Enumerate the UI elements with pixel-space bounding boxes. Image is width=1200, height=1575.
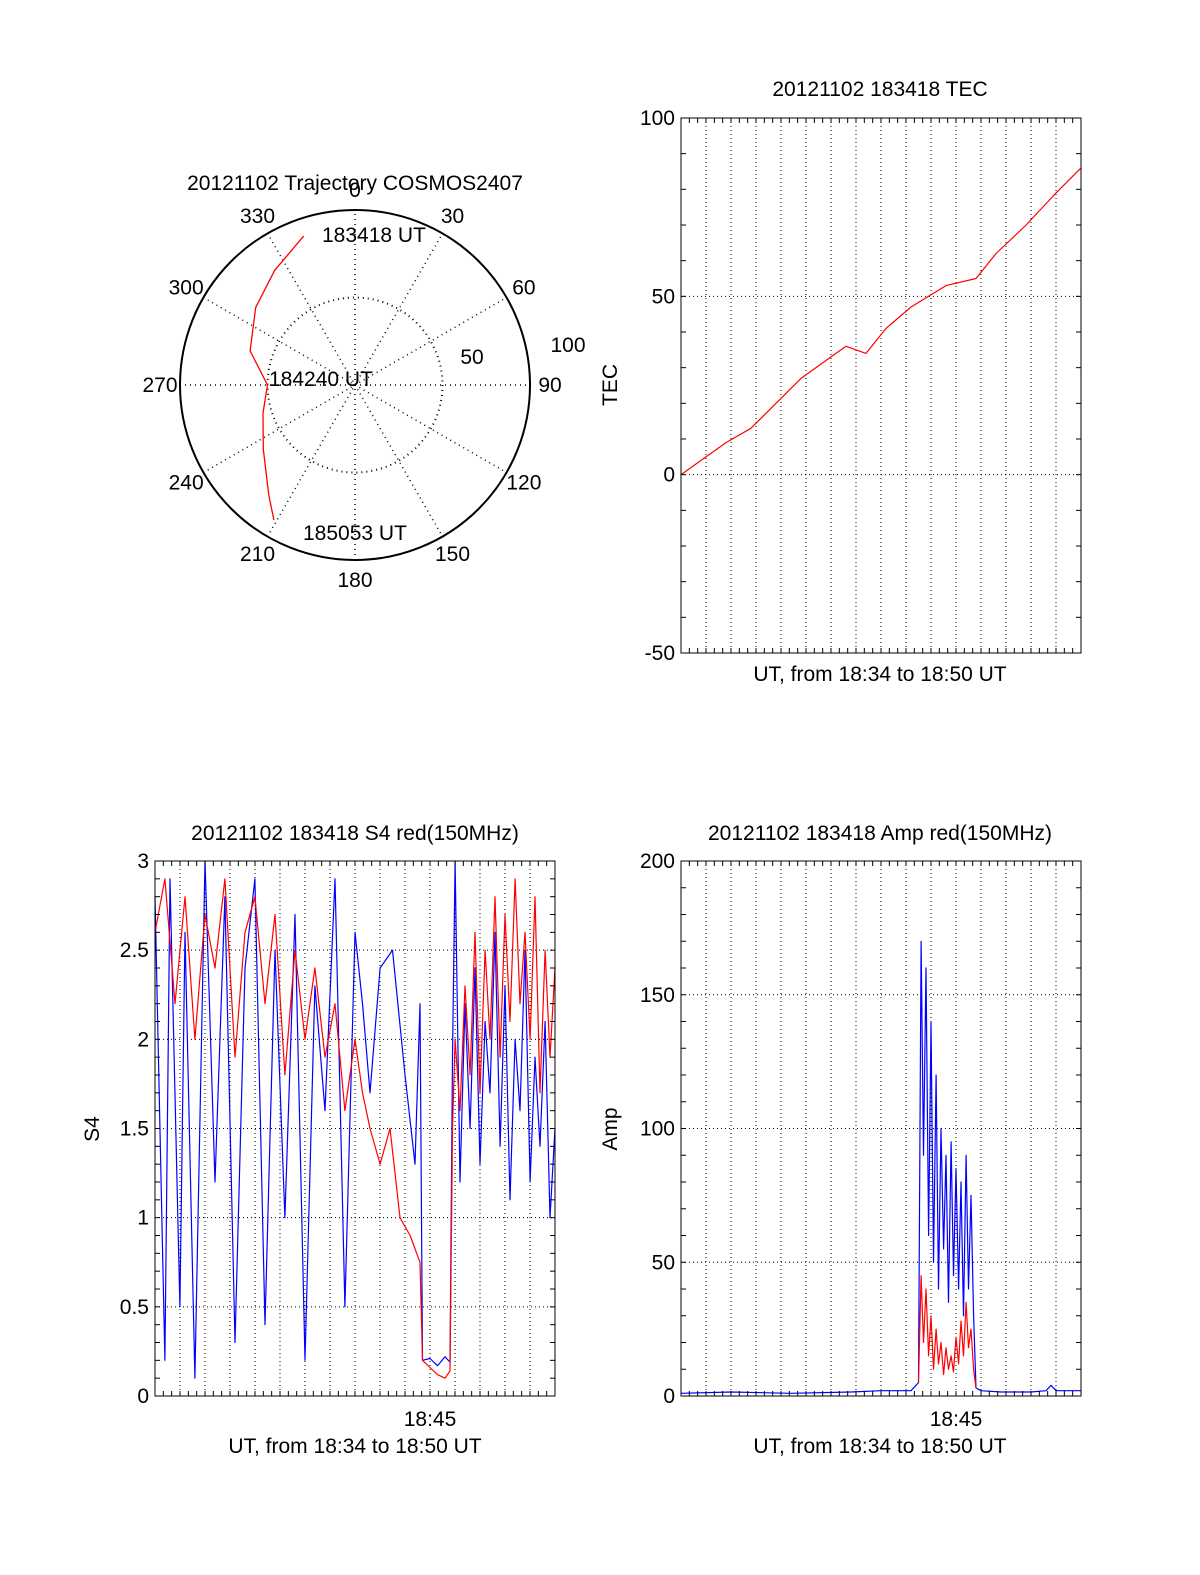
s4-chart: 20121102 183418 S4 red(150MHz) 0 0.5 1 1.5 2… [81,822,556,1458]
polar-angle-label-30: 30 [441,205,464,228]
amp-plot-frame [680,860,1082,1397]
polar-angle-label-240: 240 [169,472,204,495]
s4-x-tick-label: 18:45 [404,1408,457,1431]
amp-y-tick-label: 150 [640,984,675,1007]
s4-y-tick-label: 1.5 [120,1118,149,1141]
tec-series-group [680,167,1082,476]
polar-track-line [249,235,305,521]
amp-y-axis-label: Amp [599,1107,622,1150]
s4-y-axis-label: S4 [81,1116,104,1142]
polar-spoke-150 [266,233,444,537]
polar-angle-label-270: 270 [142,374,177,397]
amp-y-tick-label: 200 [640,850,675,873]
tec-y-tick-label: -50 [645,642,675,665]
polar-radial-label-100: 100 [550,334,585,357]
amp-title: 20121102 183418 Amp red(150MHz) [708,822,1052,845]
polar-end-time: 185053 UT [303,522,407,545]
s4-y-tick-label: 0 [137,1385,149,1408]
s4-plot-frame [154,860,556,1397]
amp-y-tick-label: 0 [663,1385,675,1408]
polar-angle-label-120: 120 [506,472,541,495]
s4-y-tick-label: 3 [137,850,149,873]
tec-y-tick-labels: -50 0 50 100 [640,107,675,665]
s4-x-axis-label: UT, from 18:34 to 18:50 UT [228,1435,481,1458]
polar-title: 20121102 Trajectory COSMOS2407 [187,172,523,195]
amp-x-axis-label: UT, from 18:34 to 18:50 UT [753,1435,1006,1458]
polar-angle-label-0: 0 [349,179,361,202]
tec-gridlines [681,118,1081,653]
polar-radial-label-50: 50 [460,346,483,369]
amp-chart: 20121102 183418 Amp red(150MHz) 0 50 100 15… [599,822,1082,1458]
polar-trajectory-chart: 20121102 Trajectory COSMOS2407 0 30 60 90 12… [142,172,585,592]
s4-y-tick-labels: 0 0.5 1 1.5 2 2.5 3 [120,850,149,1408]
amp-series-group [680,940,1081,1394]
polar-angle-label-90: 90 [538,374,561,397]
polar-inner-circle [266,296,444,474]
amp-x-tick-label: 18:45 [930,1408,983,1431]
polar-angle-label-60: 60 [512,277,535,300]
tec-x-minor-ticks [681,118,1081,653]
polar-start-time: 183418 UT [322,224,426,247]
tec-chart: 20121102 183418 TEC -50 0 50 100 UT, from 1… [599,78,1082,686]
s4-x-minor-ticks [155,861,555,1396]
tec-y-tick-label: 100 [640,107,675,130]
polar-angle-label-150: 150 [435,543,470,566]
polar-angle-label-180: 180 [337,569,372,592]
s4-y-tick-label: 2.5 [120,939,149,962]
s4-y-tick-label: 1 [137,1207,149,1230]
amp-y-tick-label: 50 [652,1251,675,1274]
polar-mid-time: 184240 UT [269,368,373,391]
tec-y-tick-label: 0 [663,464,675,487]
amp-x-minor-ticks [681,861,1081,1396]
amp-y-tick-labels: 0 50 100 150 200 [640,850,675,1408]
tec-y-axis-label: TEC [599,364,622,406]
tec-plot-frame [680,117,1082,654]
polar-angle-label-330: 330 [240,205,275,228]
polar-angle-label-300: 300 [169,277,204,300]
s4-y-tick-label: 0.5 [120,1296,149,1319]
s4-series-0-line [154,860,556,1379]
s4-title: 20121102 183418 S4 red(150MHz) [191,822,519,845]
polar-angle-label-210: 210 [240,543,275,566]
polar-angle-labels: 0 30 60 90 120 150 180 210 240 270 300 330 [142,179,561,592]
amp-series-1-line [917,1275,977,1389]
amp-y-tick-label: 100 [640,1118,675,1141]
s4-y-tick-label: 2 [137,1028,149,1051]
tec-x-axis-label: UT, from 18:34 to 18:50 UT [753,663,1006,686]
amp-gridlines [681,861,1081,1396]
tec-title: 20121102 183418 TEC [772,78,987,101]
tec-y-tick-label: 50 [652,285,675,308]
polar-spokes [180,210,530,560]
s4-series-group [154,860,556,1379]
tec-series-0-line [680,167,1082,476]
s4-series-1-line [154,878,556,1379]
